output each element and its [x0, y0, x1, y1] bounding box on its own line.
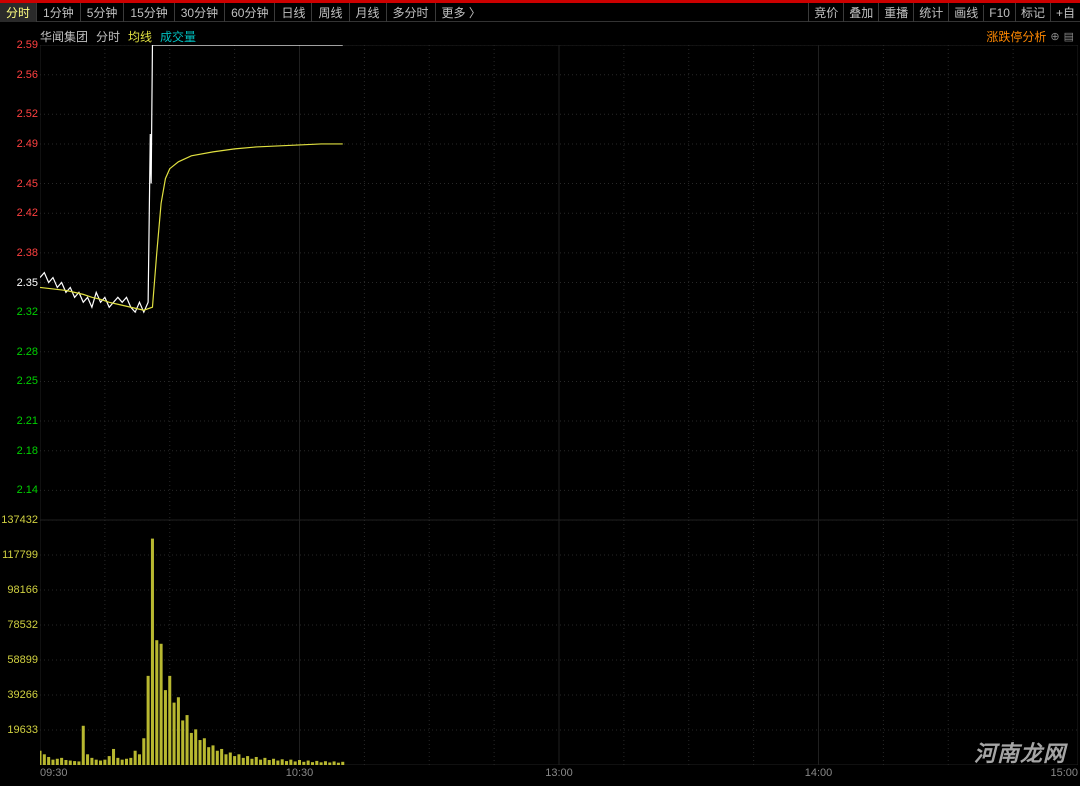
volume-indicator-label: 成交量 — [160, 28, 196, 45]
tool-button-2[interactable]: 重播 — [878, 3, 913, 22]
volume-ytick: 137432 — [1, 514, 38, 526]
tool-button-4[interactable]: 画线 — [948, 3, 983, 22]
timeframe-button-5[interactable]: 60分钟 — [225, 3, 275, 22]
price-ytick: 2.42 — [17, 207, 38, 219]
timeframe-toolbar: 分时1分钟5分钟15分钟30分钟60分钟日线周线月线多分时 更多 〉 竞价叠加重… — [0, 4, 1080, 22]
timeframe-button-2[interactable]: 5分钟 — [81, 3, 125, 22]
tool-button-6[interactable]: 标记 — [1015, 3, 1050, 22]
volume-ytick: 19633 — [7, 724, 38, 736]
tool-button-3[interactable]: 统计 — [913, 3, 948, 22]
watermark-text: 河南龙网 — [974, 736, 1066, 768]
price-ytick: 2.52 — [17, 108, 38, 120]
tool-button-7[interactable]: +自 — [1050, 3, 1080, 22]
right-tools-group: 竞价叠加重播统计画线F10标记+自 — [808, 3, 1080, 22]
price-ytick: 2.59 — [17, 39, 38, 51]
time-xtick: 15:00 — [1050, 767, 1078, 779]
volume-chart-panel[interactable]: 137432117799981667853258899392661963309:… — [40, 520, 1078, 765]
timeframe-button-0[interactable]: 分时 — [0, 3, 37, 22]
price-ytick: 2.14 — [17, 484, 38, 496]
price-ytick: 2.38 — [17, 247, 38, 259]
price-ytick: 2.35 — [17, 277, 38, 289]
tool-button-1[interactable]: 叠加 — [843, 3, 878, 22]
limit-analysis-text[interactable]: 涨跌停分析 — [986, 28, 1046, 45]
volume-ytick: 78532 — [7, 619, 38, 631]
tool-button-0[interactable]: 竞价 — [808, 3, 843, 22]
price-chart-panel[interactable]: 2.592.562.522.492.452.422.382.352.322.28… — [40, 45, 1078, 520]
timeframe-button-6[interactable]: 日线 — [275, 3, 312, 22]
list-icon[interactable]: ▤ — [1064, 30, 1074, 43]
price-ytick: 2.32 — [17, 306, 38, 318]
timeframe-more-button[interactable]: 更多 〉 — [436, 3, 487, 22]
volume-ytick: 58899 — [7, 654, 38, 666]
price-ytick: 2.28 — [17, 346, 38, 358]
plus-icon[interactable]: ⊕ — [1050, 30, 1059, 43]
volume-ytick: 98166 — [7, 584, 38, 596]
timeframe-button-9[interactable]: 多分时 — [387, 3, 436, 22]
price-ytick: 2.49 — [17, 138, 38, 150]
price-ytick: 2.18 — [17, 445, 38, 457]
timeframe-button-8[interactable]: 月线 — [350, 3, 387, 22]
volume-ytick: 117799 — [2, 549, 38, 561]
timeframe-label: 分时 — [96, 28, 120, 45]
limit-analysis-link[interactable]: 涨跌停分析 ⊕ ▤ — [986, 28, 1074, 45]
timeframe-button-7[interactable]: 周线 — [312, 3, 349, 22]
tool-button-5[interactable]: F10 — [983, 5, 1015, 21]
timeframe-button-1[interactable]: 1分钟 — [37, 3, 81, 22]
price-ytick: 2.21 — [17, 415, 38, 427]
time-xtick: 13:00 — [545, 767, 573, 779]
chart-header: 华闻集团 分时 均线 成交量 — [40, 28, 196, 45]
price-ytick: 2.45 — [17, 178, 38, 190]
stock-name-label: 华闻集团 — [40, 28, 88, 45]
ma-indicator-label: 均线 — [128, 28, 152, 45]
price-ytick: 2.25 — [17, 375, 38, 387]
time-xtick: 09:30 — [40, 767, 68, 779]
time-xtick: 14:00 — [805, 767, 833, 779]
volume-ytick: 39266 — [7, 689, 38, 701]
time-xtick: 10:30 — [286, 767, 314, 779]
price-ytick: 2.56 — [17, 69, 38, 81]
timeframe-button-3[interactable]: 15分钟 — [124, 3, 174, 22]
timeframe-button-4[interactable]: 30分钟 — [175, 3, 225, 22]
